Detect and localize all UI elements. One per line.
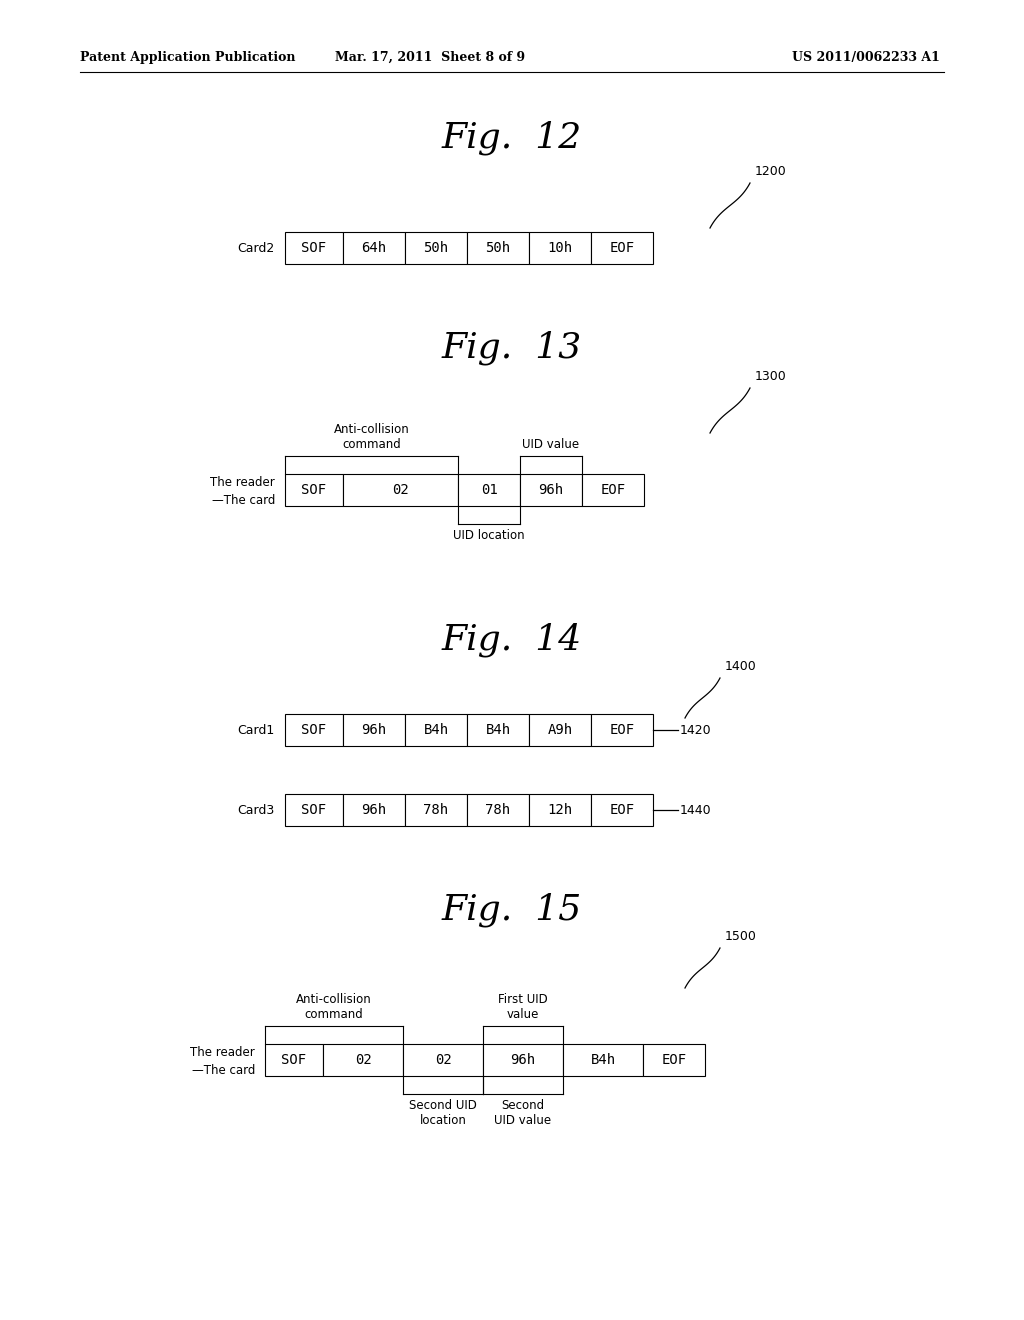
Text: 10h: 10h bbox=[548, 242, 572, 255]
Bar bbox=[403, 1044, 483, 1076]
Text: Second UID
location: Second UID location bbox=[409, 1100, 477, 1127]
Text: 02: 02 bbox=[392, 483, 409, 498]
Text: The reader: The reader bbox=[190, 1045, 255, 1059]
Bar bbox=[285, 474, 343, 506]
Bar bbox=[285, 232, 343, 264]
Text: 02: 02 bbox=[434, 1053, 452, 1067]
Bar bbox=[343, 795, 406, 826]
Text: Second
UID value: Second UID value bbox=[495, 1100, 552, 1127]
Bar bbox=[467, 795, 529, 826]
Text: B4h: B4h bbox=[424, 723, 449, 737]
Text: —The card: —The card bbox=[191, 1064, 255, 1077]
Text: Card3: Card3 bbox=[238, 804, 275, 817]
Bar bbox=[591, 232, 653, 264]
Text: Fig.  12: Fig. 12 bbox=[442, 120, 582, 156]
Text: 50h: 50h bbox=[485, 242, 511, 255]
Text: 1400: 1400 bbox=[725, 660, 757, 673]
Text: 12h: 12h bbox=[548, 803, 572, 817]
Bar bbox=[467, 714, 529, 746]
Bar bbox=[520, 474, 582, 506]
Text: B4h: B4h bbox=[485, 723, 511, 737]
Text: 78h: 78h bbox=[485, 803, 511, 817]
Text: EOF: EOF bbox=[609, 803, 635, 817]
Text: EOF: EOF bbox=[600, 483, 626, 498]
Text: 96h: 96h bbox=[510, 1053, 536, 1067]
Text: 96h: 96h bbox=[361, 803, 387, 817]
Text: B4h: B4h bbox=[591, 1053, 615, 1067]
Bar bbox=[643, 1044, 705, 1076]
Text: 1420: 1420 bbox=[680, 723, 712, 737]
Text: 50h: 50h bbox=[424, 242, 449, 255]
Text: The reader: The reader bbox=[210, 475, 275, 488]
Text: 1300: 1300 bbox=[755, 370, 786, 383]
Text: First UID
value: First UID value bbox=[498, 993, 548, 1020]
Text: 78h: 78h bbox=[424, 803, 449, 817]
Text: SOF: SOF bbox=[282, 1053, 306, 1067]
Text: A9h: A9h bbox=[548, 723, 572, 737]
Text: SOF: SOF bbox=[301, 803, 327, 817]
Bar bbox=[582, 474, 644, 506]
Text: Anti-collision
command: Anti-collision command bbox=[334, 422, 410, 451]
Text: UID location: UID location bbox=[454, 529, 525, 543]
Text: SOF: SOF bbox=[301, 723, 327, 737]
Text: Mar. 17, 2011  Sheet 8 of 9: Mar. 17, 2011 Sheet 8 of 9 bbox=[335, 50, 525, 63]
Text: Fig.  14: Fig. 14 bbox=[442, 623, 582, 657]
Bar bbox=[285, 795, 343, 826]
Bar bbox=[467, 232, 529, 264]
Bar bbox=[529, 232, 591, 264]
Text: SOF: SOF bbox=[301, 242, 327, 255]
Bar bbox=[406, 714, 467, 746]
Text: US 2011/0062233 A1: US 2011/0062233 A1 bbox=[793, 50, 940, 63]
Bar bbox=[406, 795, 467, 826]
Text: 02: 02 bbox=[354, 1053, 372, 1067]
Bar bbox=[591, 795, 653, 826]
Text: EOF: EOF bbox=[662, 1053, 686, 1067]
Bar bbox=[323, 1044, 403, 1076]
Text: Card2: Card2 bbox=[238, 242, 275, 255]
Bar bbox=[265, 1044, 323, 1076]
Bar bbox=[458, 474, 520, 506]
Text: 1200: 1200 bbox=[755, 165, 786, 178]
Bar bbox=[529, 714, 591, 746]
Text: 64h: 64h bbox=[361, 242, 387, 255]
Bar bbox=[343, 714, 406, 746]
Bar bbox=[591, 714, 653, 746]
Bar bbox=[343, 232, 406, 264]
Text: Anti-collision
command: Anti-collision command bbox=[296, 993, 372, 1020]
Text: Fig.  13: Fig. 13 bbox=[442, 331, 582, 366]
Text: EOF: EOF bbox=[609, 723, 635, 737]
Text: 01: 01 bbox=[480, 483, 498, 498]
Bar bbox=[343, 474, 458, 506]
Text: Card1: Card1 bbox=[238, 723, 275, 737]
Text: 96h: 96h bbox=[539, 483, 563, 498]
Bar bbox=[285, 714, 343, 746]
Text: —The card: —The card bbox=[212, 494, 275, 507]
Bar bbox=[483, 1044, 563, 1076]
Text: EOF: EOF bbox=[609, 242, 635, 255]
Text: 96h: 96h bbox=[361, 723, 387, 737]
Bar bbox=[406, 232, 467, 264]
Text: UID value: UID value bbox=[522, 438, 580, 451]
Text: Patent Application Publication: Patent Application Publication bbox=[80, 50, 296, 63]
Text: 1500: 1500 bbox=[725, 931, 757, 942]
Text: Fig.  15: Fig. 15 bbox=[442, 892, 582, 927]
Text: SOF: SOF bbox=[301, 483, 327, 498]
Bar bbox=[563, 1044, 643, 1076]
Text: 1440: 1440 bbox=[680, 804, 712, 817]
Bar bbox=[529, 795, 591, 826]
